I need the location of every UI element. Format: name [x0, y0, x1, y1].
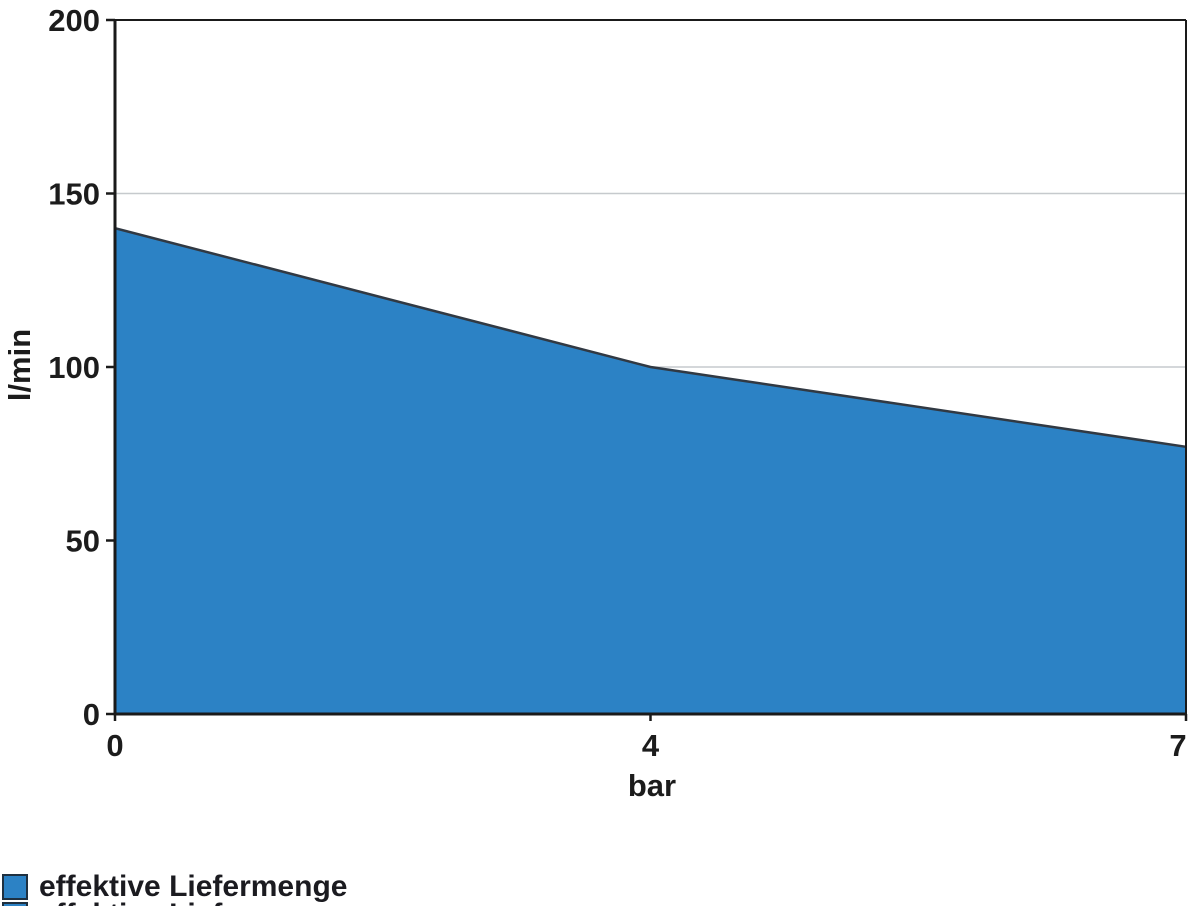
- legend-label-clipped: effektive Liefermenge: [39, 898, 347, 906]
- x-axis-title: bar: [627, 768, 677, 803]
- legend-swatch: [2, 874, 28, 900]
- y-tick-label: 150: [48, 177, 100, 212]
- area-series: [115, 228, 1186, 714]
- x-tick-label: 7: [1169, 728, 1186, 763]
- y-tick-label: 50: [66, 524, 100, 559]
- area-outline: [114, 226, 1187, 449]
- y-tick-label: 0: [83, 697, 100, 732]
- x-tick-label: 4: [642, 728, 660, 763]
- legend-row: effektive Liefermenge: [2, 870, 347, 904]
- y-tick-label: 200: [48, 3, 100, 38]
- legend-swatch-clipped: [2, 902, 28, 906]
- y-tick-label: 100: [48, 350, 100, 385]
- x-tick-label: 0: [106, 728, 123, 763]
- y-axis-title: l/min: [2, 328, 37, 402]
- legend-label: effektive Liefermenge: [39, 870, 348, 903]
- legend-row-clipped: effektive Liefermenge: [2, 898, 347, 906]
